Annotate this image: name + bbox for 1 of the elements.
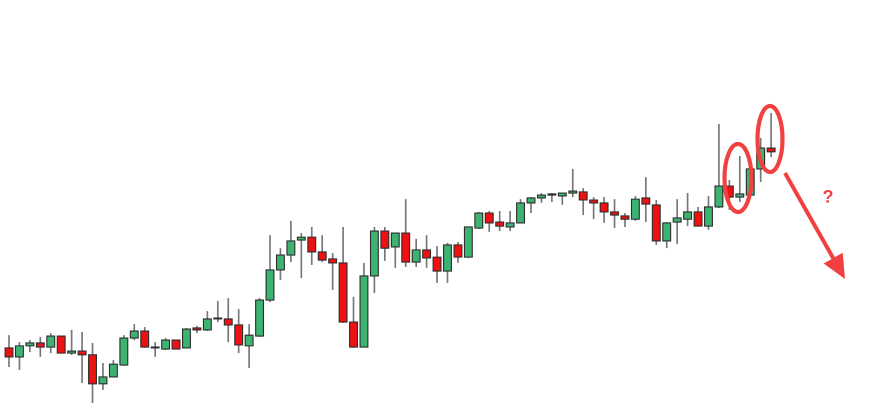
text: ? xyxy=(823,190,832,203)
